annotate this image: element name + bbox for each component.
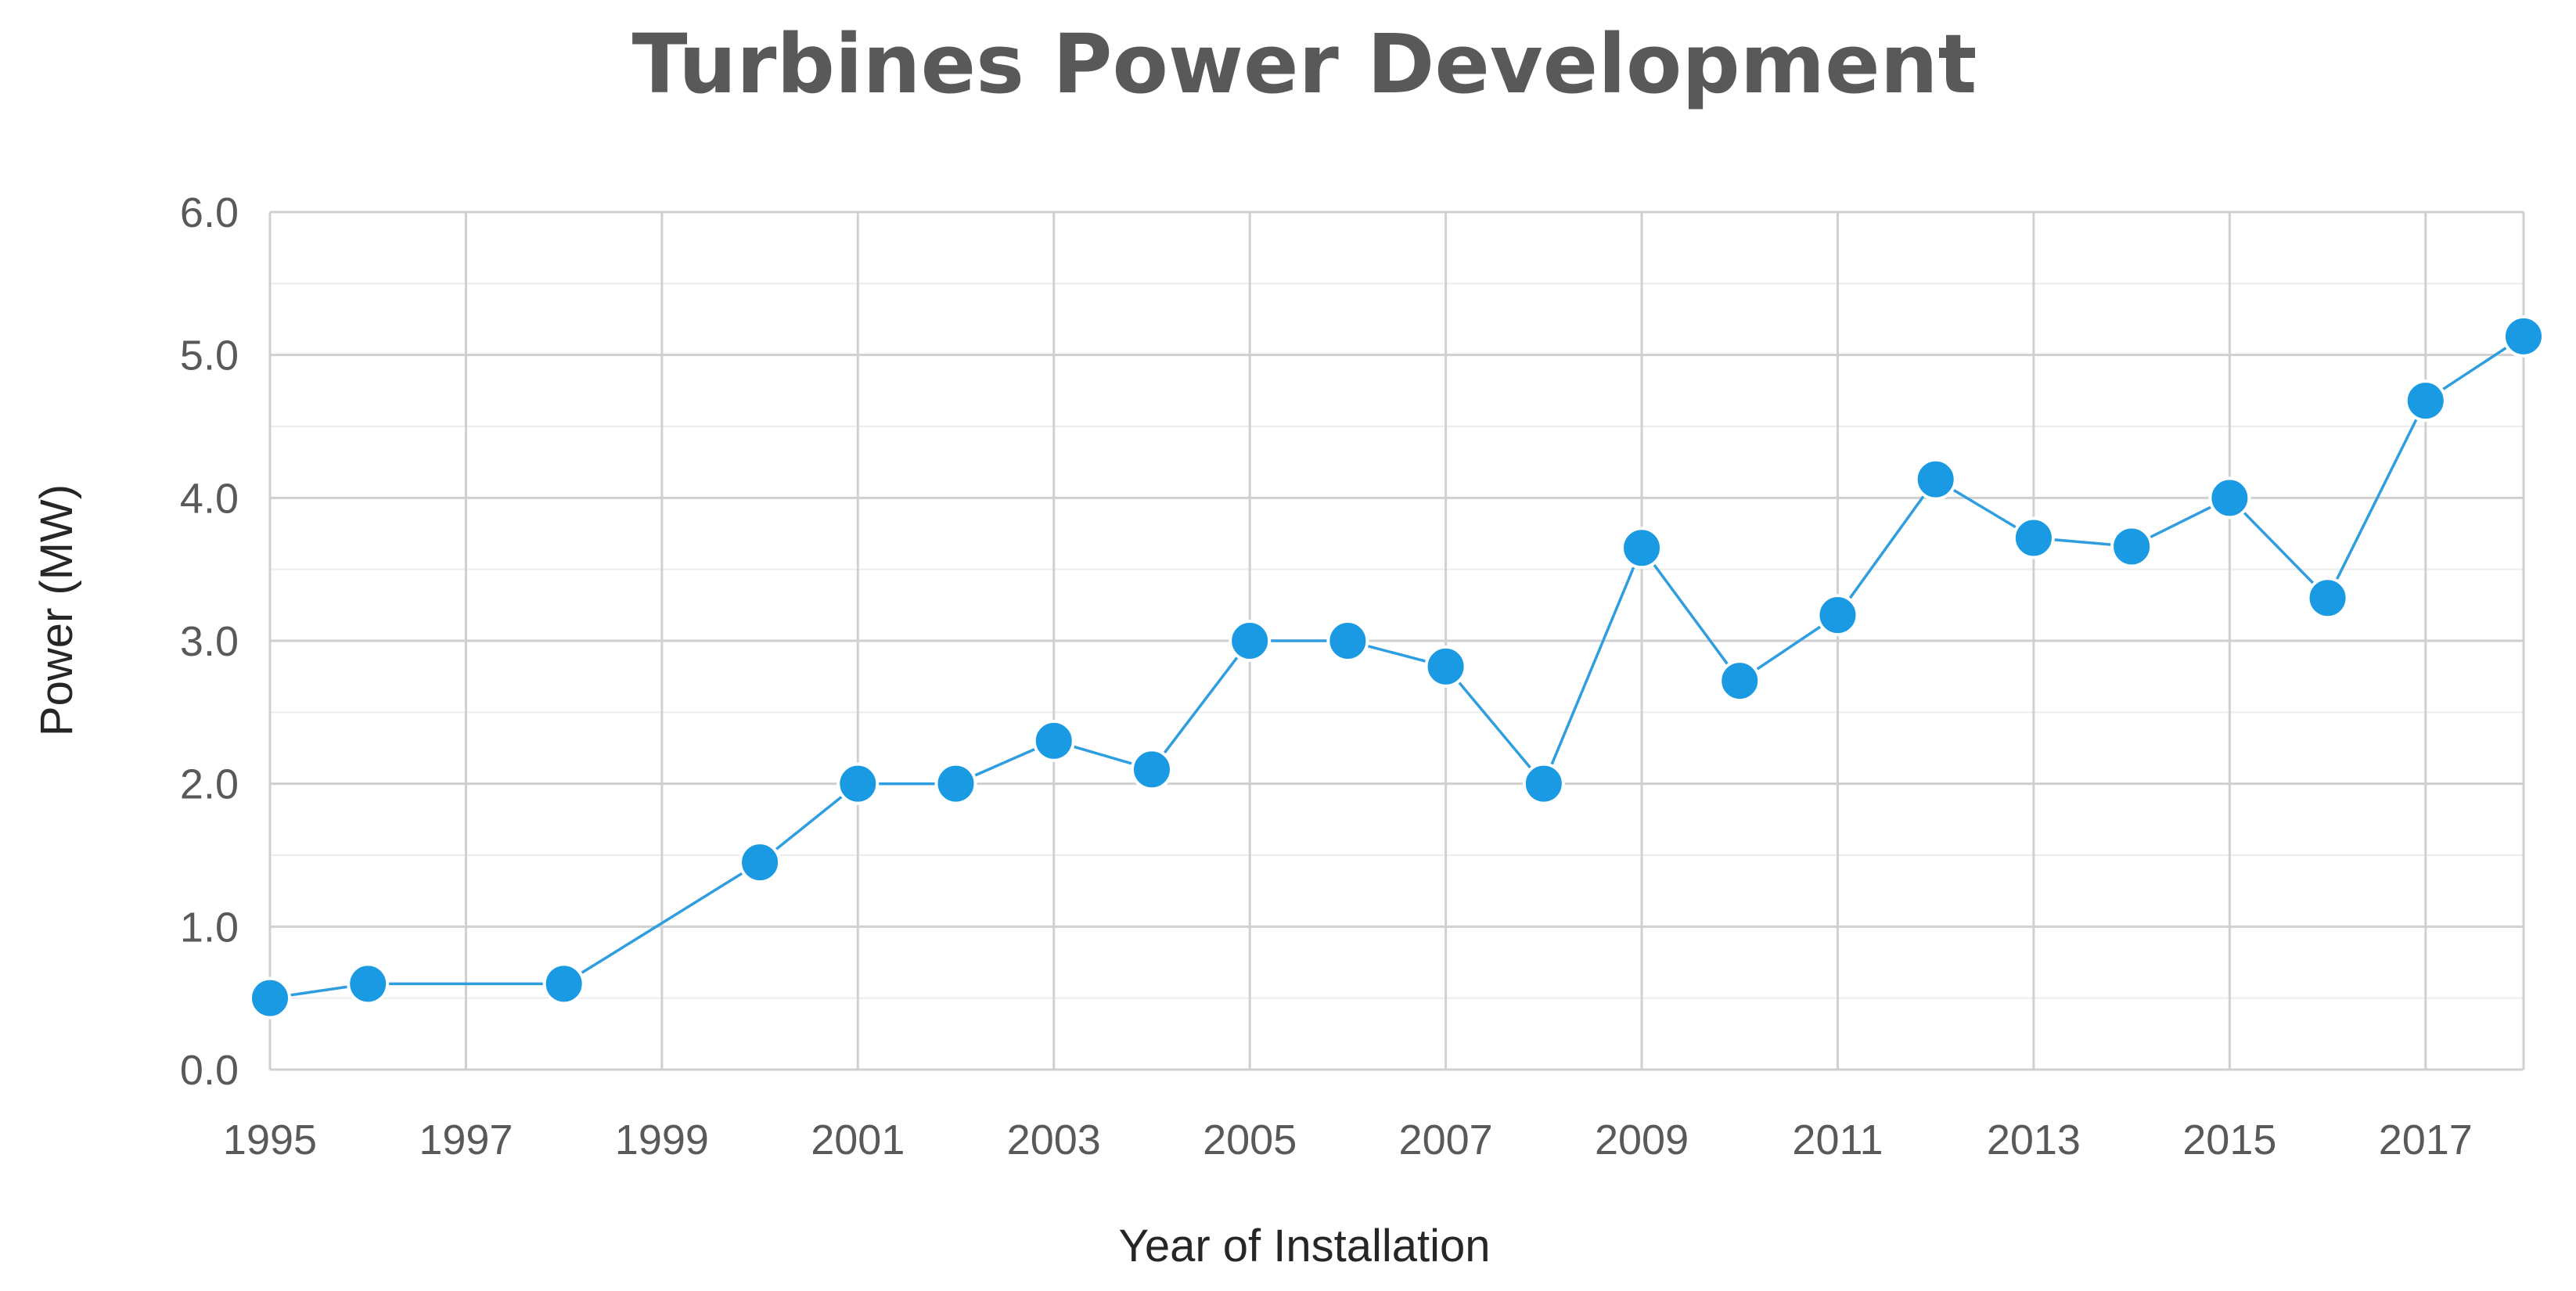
data-point-1995 [249, 976, 291, 1019]
x-tick-label: 2015 [2182, 1117, 2276, 1163]
data-point-2008 [1522, 762, 1565, 805]
x-axis-ticks: 1995 1997 1999 2001 2003 2005 2007 2009 2011 2013… [223, 1117, 2473, 1163]
x-tick-label: 2005 [1203, 1117, 1297, 1163]
data-point-2016 [2306, 577, 2349, 620]
data-point-2012 [1914, 458, 1957, 501]
y-tick-label: 2.0 [180, 761, 239, 808]
data-point-2015 [2208, 476, 2251, 520]
series-power [249, 315, 2545, 1019]
data-point-1998 [542, 962, 585, 1005]
y-tick-label: 0.0 [180, 1047, 239, 1094]
data-point-2010 [1718, 660, 1761, 703]
data-point-2006 [1326, 620, 1369, 662]
x-tick-label: 1995 [223, 1117, 317, 1163]
data-point-2000 [739, 841, 782, 884]
series-line [269, 335, 2524, 1000]
data-point-2002 [934, 762, 977, 805]
x-axis-title: Year of Installation [1118, 1221, 1490, 1271]
data-point-2013 [2012, 516, 2055, 559]
data-point-2011 [1816, 594, 1859, 637]
y-tick-label: 5.0 [180, 333, 239, 379]
data-point-2014 [2110, 525, 2153, 568]
x-tick-label: 2001 [811, 1117, 905, 1163]
data-point-2017 [2404, 379, 2447, 423]
x-tick-label: 2017 [2379, 1117, 2473, 1163]
y-tick-label: 1.0 [180, 904, 239, 951]
x-tick-label: 1997 [419, 1117, 513, 1163]
x-tick-label: 2007 [1399, 1117, 1493, 1163]
y-tick-label: 3.0 [180, 618, 239, 665]
y-tick-label: 4.0 [180, 475, 239, 522]
data-point-1996 [347, 962, 390, 1005]
x-tick-label: 2011 [1792, 1117, 1883, 1163]
chart-title: Turbines Power Development [632, 16, 1977, 112]
data-point-2009 [1621, 527, 1664, 570]
x-tick-label: 2013 [1987, 1117, 2081, 1163]
data-point-2005 [1229, 620, 1272, 662]
y-axis-ticks: 0.0 1.0 2.0 3.0 4.0 5.0 6.0 [180, 189, 239, 1094]
y-tick-label: 6.0 [180, 189, 239, 236]
data-point-2018 [2502, 315, 2545, 358]
data-point-2001 [836, 762, 880, 805]
x-tick-label: 2009 [1595, 1117, 1689, 1163]
gridlines [268, 210, 2525, 1071]
x-tick-label: 1999 [615, 1117, 709, 1163]
x-tick-label: 2003 [1007, 1117, 1101, 1163]
data-point-2007 [1424, 645, 1467, 688]
data-point-2003 [1032, 719, 1075, 762]
data-point-2004 [1130, 748, 1173, 791]
y-axis-title: Power (MW) [31, 484, 82, 736]
